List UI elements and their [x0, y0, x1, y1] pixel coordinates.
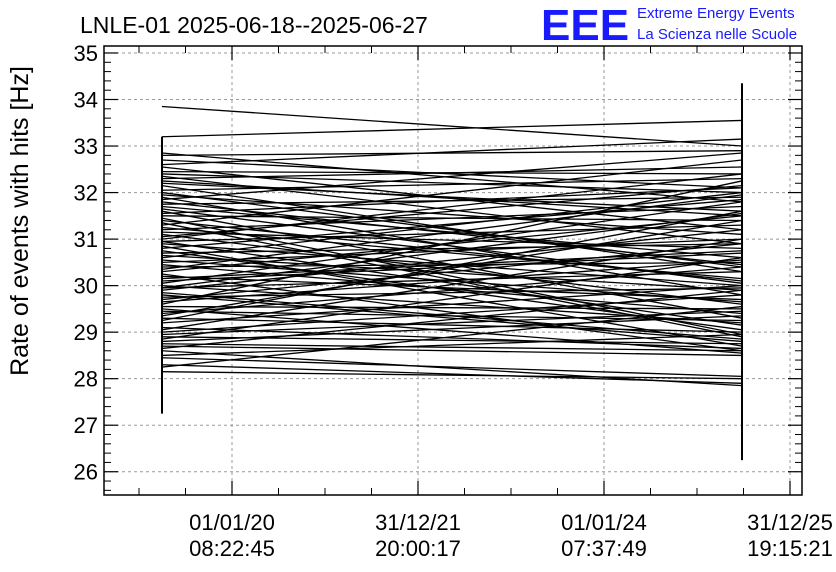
- data-line-segment: [161, 217, 743, 336]
- error-bars: [161, 83, 743, 461]
- chart-title: LNLE-01 2025-06-18--2025-06-27: [80, 12, 428, 38]
- data-line-segment: [161, 210, 743, 322]
- y-tick-label: 30: [74, 274, 98, 299]
- plot-frame: [103, 45, 803, 496]
- plot-border: [103, 45, 803, 496]
- y-tick-label: 26: [74, 460, 98, 485]
- data-line-segment: [161, 345, 743, 357]
- y-tick-label: 35: [74, 41, 98, 66]
- y-tick-label: 31: [74, 227, 98, 252]
- data-line-segment: [161, 233, 743, 305]
- data-line-segment: [161, 357, 743, 378]
- y-tick-label: 27: [74, 413, 98, 438]
- data-line-segment: [161, 243, 743, 301]
- y-tick-label: 34: [74, 88, 98, 113]
- data-line-segment: [161, 254, 743, 291]
- eee-logo-mark: EEE: [541, 1, 629, 50]
- data-line-segment: [161, 212, 743, 289]
- eee-logo-line2: La Scienza nelle Scuole: [637, 26, 797, 43]
- data-lines: [161, 105, 743, 387]
- data-line-segment: [161, 119, 743, 138]
- data-line-segment: [161, 264, 743, 315]
- y-axis-label: Rate of events with hits [Hz]: [6, 66, 34, 376]
- data-line-segment: [161, 226, 743, 280]
- data-line-segment: [161, 343, 743, 352]
- data-line-segment: [161, 333, 743, 357]
- data-line-segment: [161, 317, 743, 333]
- data-line-segment: [161, 150, 743, 156]
- data-line-segment: [161, 315, 743, 343]
- data-line-segment: [161, 184, 743, 238]
- data-line-segment: [161, 259, 743, 303]
- data-line-segment: [161, 310, 743, 322]
- x-tick-label-date: 01/01/20: [189, 510, 275, 535]
- eee-logo: EEE Extreme Energy Events La Scienza nel…: [541, 1, 797, 50]
- data-line-segment: [161, 173, 743, 194]
- data-line-segment: [161, 336, 743, 345]
- data-line-segment: [161, 305, 743, 310]
- x-tick-label-date: 01/01/24: [561, 510, 647, 535]
- data-line-segment: [161, 252, 743, 282]
- data-line-segment: [161, 243, 743, 254]
- data-line-segment: [161, 287, 743, 298]
- data-line-segment: [161, 159, 743, 226]
- data-line-segment: [161, 250, 743, 280]
- data-line-segment: [161, 201, 743, 266]
- data-line-segment: [161, 250, 743, 331]
- y-tick-label: 32: [74, 181, 98, 206]
- y-axis-ticks: 26 27 28 29 30 31 32 33 34 35: [74, 41, 802, 491]
- y-tick-label: 33: [74, 134, 98, 159]
- y-tick-label: 29: [74, 320, 98, 345]
- data-line-segment: [161, 191, 743, 259]
- x-tick-label-date: 31/12/25: [747, 510, 833, 535]
- x-tick-label-date: 31/12/21: [375, 510, 461, 535]
- data-line-segment: [161, 105, 743, 147]
- data-line-segment: [161, 364, 743, 384]
- data-line-segment: [161, 187, 743, 215]
- data-line-segment: [161, 177, 743, 191]
- data-line-segment: [161, 371, 743, 380]
- x-tick-label-time: 19:15:21: [747, 536, 833, 561]
- data-line-segment: [161, 289, 743, 350]
- data-line-segment: [161, 152, 743, 201]
- y-tick-label: 28: [74, 367, 98, 392]
- data-line-segment: [161, 138, 743, 166]
- data-line-segment: [161, 229, 743, 291]
- x-tick-label-time: 08:22:45: [189, 536, 275, 561]
- data-line-segment: [161, 194, 743, 270]
- data-line-segment: [161, 180, 743, 217]
- data-line-segment: [161, 208, 743, 284]
- data-line-segment: [161, 284, 743, 324]
- eee-logo-line1: Extreme Energy Events: [637, 5, 795, 22]
- data-line-segment: [161, 240, 743, 326]
- data-line-segment: [161, 159, 743, 189]
- x-tick-label-time: 07:37:49: [561, 536, 647, 561]
- data-line-segment: [161, 180, 743, 305]
- x-tick-label-time: 20:00:17: [375, 536, 461, 561]
- data-line-segment: [161, 215, 743, 273]
